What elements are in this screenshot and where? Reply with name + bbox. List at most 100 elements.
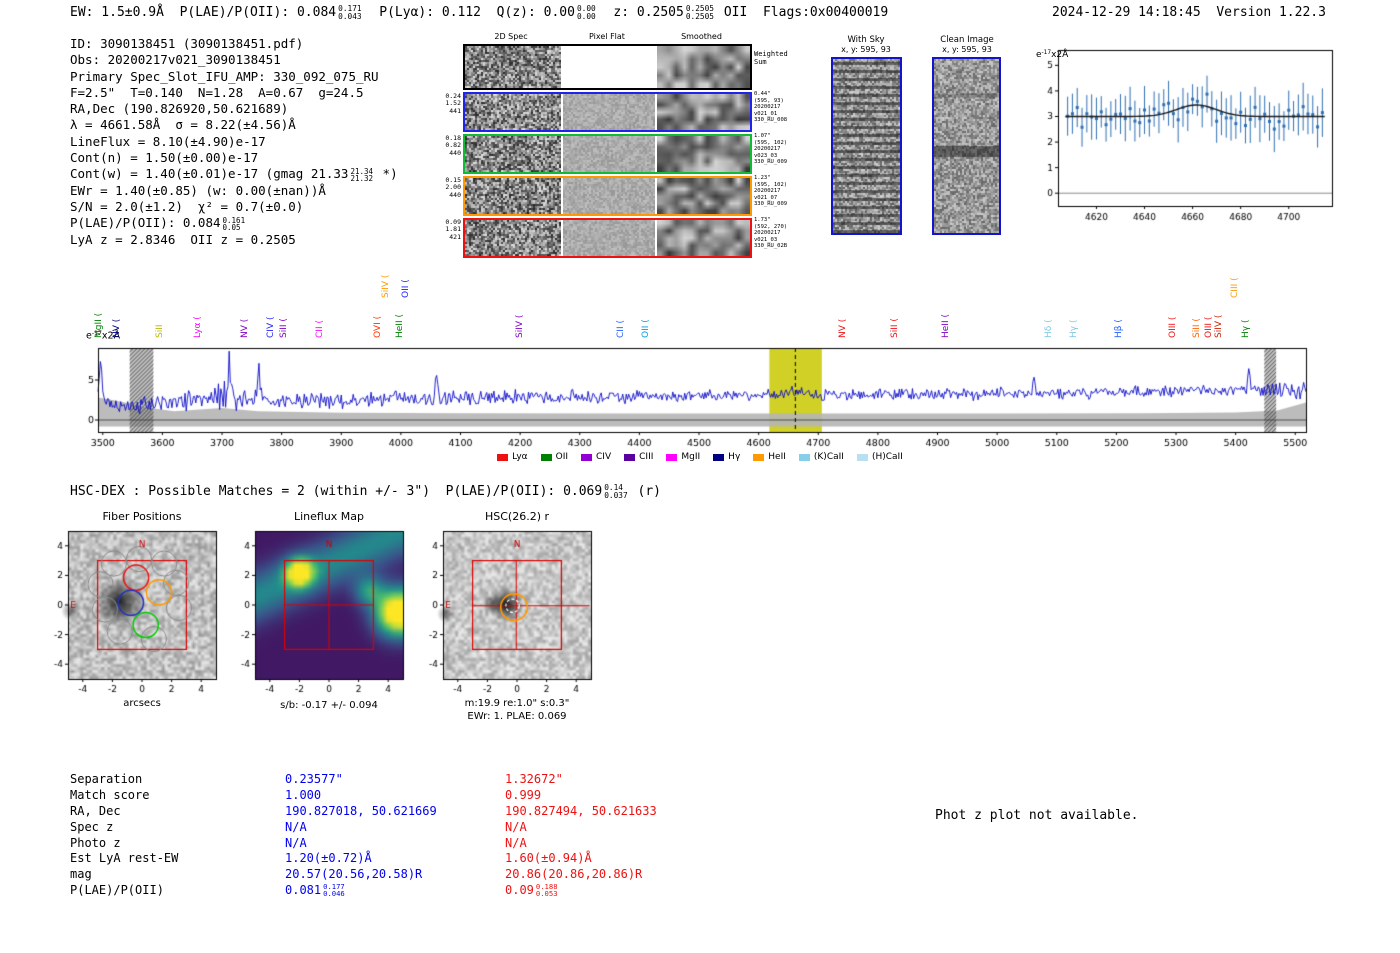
text-segment: *): [375, 166, 398, 182]
legend-item: Hγ: [713, 452, 740, 462]
text-segment: P(LAE)/P(OII): 0.084: [179, 5, 337, 20]
legend-swatch: [540, 453, 552, 461]
info-line: P(LAE)/P(OII): 0.084 0.161 0.05: [70, 215, 398, 231]
spectrum-legend: Lyα OII CIV CIII MgII Hγ HeII (K)CaII (H)CaII: [84, 452, 1316, 462]
fiber-positions-title: Fiber Positions: [102, 510, 182, 523]
text-segment: x2Å: [1051, 50, 1069, 61]
spectrum-line-label: SiII (: [889, 318, 900, 338]
legend-item: (H)CaII: [856, 452, 903, 462]
match-table-value: 1.000: [285, 788, 321, 802]
text-segment: EW: 1.5±0.9Å: [70, 5, 180, 20]
legend-item: Lyα: [497, 452, 528, 462]
fit-ylabel: e-17x2Å: [1036, 50, 1068, 60]
spectrum-line-label: Hγ (: [1240, 319, 1251, 338]
match-table-label: Separation: [70, 772, 143, 786]
spectrum-line-label: SiII (: [1191, 318, 1202, 338]
spectrum-line-label: Hβ (: [1113, 319, 1124, 338]
summary-line: EW: 1.5±0.9Å P(LAE)/P(OII): 0.084 0.171 0.…: [70, 4, 888, 21]
hsc-title: HSC(26.2) r: [484, 510, 550, 523]
cutout-2dspec: [465, 136, 561, 172]
match-table-label: Spec z: [70, 819, 114, 834]
info-line: EWr = 1.40(±0.85) (w: 0.00(±nan))Å: [70, 183, 398, 199]
cutout-right-annotation: 1.73" (592, 270) 20200217 v021_03 330_RU_02B: [754, 217, 788, 250]
legend-item: CIV: [581, 452, 611, 462]
text-segment: N/A: [285, 819, 307, 834]
match-table-label: mag: [70, 867, 92, 882]
match-table-label: Photo z: [70, 835, 121, 850]
spectrum-ylabel: e-17x2Å: [86, 330, 120, 341]
text-segment: Cont(n) = 1.50(±0.00)e-17: [70, 150, 259, 166]
timestamp: 2024-12-29 14:18:45 Version 1.22.3: [1052, 5, 1326, 20]
legend-label: Hγ: [728, 452, 741, 462]
text-segment: 20.57(20.56,20.58)R: [285, 867, 423, 882]
text-segment: 0.081: [285, 883, 322, 898]
withsky-title: With Sky: [847, 35, 885, 45]
cutout-2dspec: [465, 220, 561, 256]
lineflux-map-title: Lineflux Map: [293, 510, 365, 523]
spectrum-line-label: CIV (: [265, 316, 276, 338]
legend-swatch: [713, 453, 725, 461]
superscript: -17: [91, 330, 102, 337]
spectrum-line-label: SiIV (: [1213, 314, 1224, 338]
cutout-row: [463, 134, 752, 174]
info-line: Cont(n) = 1.50(±0.00)e-17: [70, 150, 398, 166]
withsky-subtitle: x, y: 595, 93: [841, 45, 891, 54]
text-segment: LyA z = 2.8346 OII z = 0.2505: [70, 231, 296, 247]
text-segment: N/A: [285, 835, 307, 850]
sup-sub-value: 0.00 0.00: [576, 4, 596, 21]
cutout-smoothed: [657, 136, 750, 172]
info-line: LineFlux = 8.10(±4.90)e-17: [70, 134, 398, 150]
text-segment: 190.827018, 50.621669: [285, 803, 437, 818]
weighted-sum-strip: [463, 44, 752, 90]
spectrum-line-label: SiII: [155, 324, 166, 338]
spectrum-line-label: OIII (: [1167, 316, 1178, 338]
cutout-row: [463, 92, 752, 132]
fiber-positions-plot: [38, 528, 228, 712]
legend-item: OII: [540, 452, 568, 462]
spectrum-line-label: OII (: [641, 319, 652, 338]
cutout-left-values: 0.18 0.82 440: [445, 134, 461, 157]
cutout-right-annotation: 0.44" (595, 93) 20200217 v021_01 330_RU_008: [754, 91, 788, 124]
col-title-2dspec: 2D Spec: [494, 32, 528, 41]
text-segment: 1.60(±0.94)Å: [505, 851, 592, 866]
spectrum-line-label: NV (: [240, 318, 251, 338]
lineflux-caption: s/b: -0.17 +/- 0.094: [280, 700, 378, 711]
match-table-value: 1.60(±0.94)Å: [505, 851, 592, 865]
sup-sub-value: 0.171 0.043: [338, 4, 362, 21]
text-segment: S/N = 2.0(±1.2) χ² = 0.7(±0.0): [70, 198, 304, 214]
spectrum-line-label: CII (: [315, 320, 326, 338]
photz-note: Phot z plot not available.: [935, 808, 1139, 823]
info-line: S/N = 2.0(±1.2) χ² = 0.7(±0.0): [70, 199, 398, 215]
match-table-label: Est LyA rest-EW: [70, 851, 179, 866]
legend-label: CIV: [596, 452, 612, 462]
legend-label: (H)CaII: [871, 452, 903, 462]
info-line: LyA z = 2.8346 OII z = 0.2505: [70, 232, 398, 248]
spectrum-line-label: Hγ (: [1068, 319, 1079, 338]
cutout-pixelflat: [563, 220, 655, 256]
spectrum-line-label: OII (: [401, 279, 411, 298]
text-segment: z: 0.2505: [597, 5, 684, 20]
match-table-value: N/A: [285, 836, 307, 850]
hsc-caption-1: m:19.9 re:1.0" s:0.3": [464, 698, 570, 709]
text-segment: EWr = 1.40(±0.85) (w: 0.00(±nan))Å: [70, 182, 326, 198]
text-segment: F=2.5" T=0.140 N=1.28 A=0.67 g=24.5: [70, 84, 364, 100]
text-segment: 0.09: [505, 883, 534, 898]
hsc-caption-2: EWr: 1. PLAE: 0.069: [467, 711, 567, 722]
info-line: Cont(w) = 1.40(±0.01)e-17 (gmag 21.33 21.…: [70, 166, 398, 182]
legend-swatch: [666, 453, 678, 461]
cutout-left-values: 0.15 2.00 440: [445, 176, 461, 199]
text-segment: RA,Dec (190.826920,50.621689): [70, 101, 289, 117]
spectrum-line-label: HeII (: [941, 314, 952, 338]
cutout-smoothed: [657, 94, 750, 130]
text-segment: x2Å: [101, 330, 121, 342]
sup-sub-value: 0.177 0.046: [323, 881, 345, 898]
match-table-value: 20.57(20.56,20.58)R: [285, 867, 422, 881]
text-segment: 1.32672": [505, 772, 563, 786]
full-spectrum-plot: [84, 340, 1316, 462]
with-sky-image: [831, 57, 902, 235]
cutout-right-annotation: 1.07" (595, 102) 20200217 v023_03 330_RU_009: [754, 133, 788, 166]
match-table-label: Match score: [70, 787, 150, 802]
text-segment: ID: 3090138451 (3090138451.pdf): [70, 36, 304, 51]
col-title-pixelflat: Pixel Flat: [589, 32, 625, 41]
text-segment: e: [86, 330, 92, 342]
